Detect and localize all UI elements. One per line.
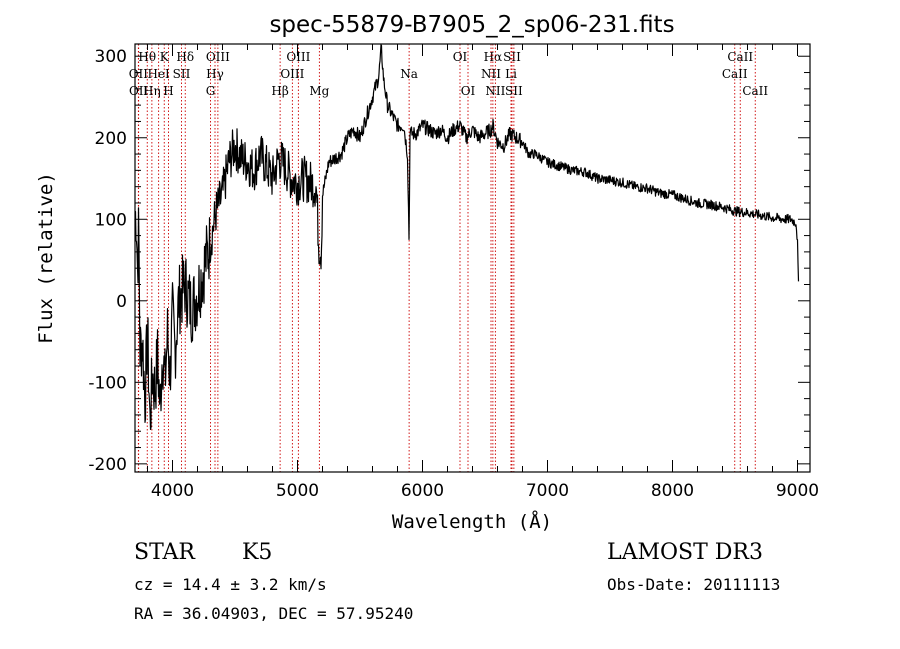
line-marker-label-5: Hη <box>143 84 161 98</box>
x-axis-label: Wavelength (Å) <box>392 510 552 533</box>
y-tick-label--100: -100 <box>88 373 127 393</box>
line-marker-label-21: NII <box>485 84 505 98</box>
line-marker-label-18: OI <box>461 84 476 98</box>
line-marker-label-3: K <box>160 50 170 64</box>
line-marker-label-26: CaII <box>722 67 748 81</box>
line-marker-label-9: OIII <box>206 50 230 64</box>
x-tick-label-9000: 9000 <box>776 481 819 501</box>
y-tick-label-300: 300 <box>95 47 127 67</box>
line-marker-label-23: Li <box>505 67 517 81</box>
line-marker-label-14: Hβ <box>271 84 288 98</box>
line-marker-label-15: Mg <box>309 84 329 98</box>
axis-ticks: 4000 5000 6000 7000 8000 9000 -200 -100 0 100 200 3… <box>88 44 819 501</box>
line-marker-label-22: SII <box>503 50 521 64</box>
plot-frame <box>134 43 811 473</box>
line-marker-label-19: Hα <box>484 50 503 64</box>
x-tick-label-7000: 7000 <box>526 481 569 501</box>
x-tick-label-5000: 5000 <box>276 481 319 501</box>
y-tick-label-200: 200 <box>95 129 127 149</box>
y-tick-label-0: 0 <box>116 292 127 312</box>
object-subclass: K5 <box>242 540 273 565</box>
line-marker-label-8: H <box>163 84 173 98</box>
line-marker-label-20: NII <box>481 67 501 81</box>
line-marker-label-7: SII <box>173 67 191 81</box>
line-marker-label-12: OIII <box>286 50 310 64</box>
spectrum-line <box>134 44 800 430</box>
x-tick-label-4000: 4000 <box>151 481 194 501</box>
survey-name: LAMOST DR3 <box>607 540 763 565</box>
coordinates: RA = 36.04903, DEC = 57.95240 <box>134 604 414 623</box>
line-marker-label-16: Na <box>400 67 418 81</box>
y-tick-label--200: -200 <box>88 455 127 475</box>
redshift-value: cz = 14.4 ± 3.2 km/s <box>134 575 327 594</box>
object-class: STAR <box>134 540 195 565</box>
line-marker-label-2: OII <box>129 84 149 98</box>
x-tick-label-6000: 6000 <box>401 481 444 501</box>
x-tick-label-8000: 8000 <box>651 481 694 501</box>
line-marker-label-24: SII <box>505 84 523 98</box>
line-marker-label-10: Hγ <box>206 67 224 81</box>
line-marker-label-17: OI <box>453 50 468 64</box>
line-marker-label-13: OIII <box>280 67 304 81</box>
line-marker-label-25: CaII <box>727 50 753 64</box>
line-marker-label-1: OII <box>129 67 149 81</box>
chart-title: spec-55879-B7905_2_sp06-231.fits <box>269 12 674 38</box>
y-axis-label: Flux (relative) <box>35 172 57 344</box>
line-marker-label-27: CaII <box>742 84 768 98</box>
line-marker-label-6: Hδ <box>176 50 194 64</box>
line-marker-label-4: HeI <box>147 67 170 81</box>
y-tick-label-100: 100 <box>95 210 127 230</box>
obs-date: Obs-Date: 20111113 <box>607 575 781 594</box>
line-marker-label-11: G <box>206 84 216 98</box>
line-marker-label-0: Hθ <box>138 50 156 64</box>
